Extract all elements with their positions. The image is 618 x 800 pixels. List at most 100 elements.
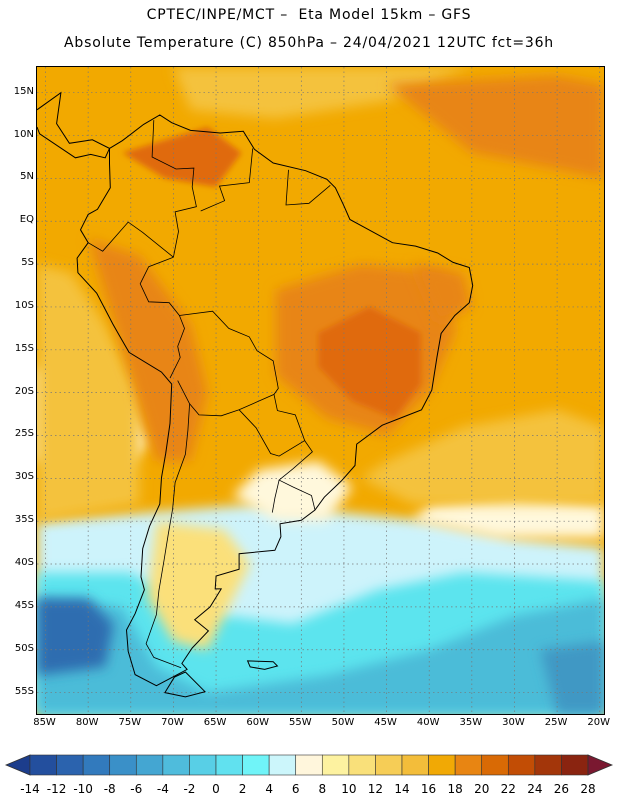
colorbar-tick-label: -14 [20, 782, 40, 796]
colorbar-tick-label: 6 [291, 782, 300, 796]
colorbar-segment [481, 754, 509, 776]
field-andes-warm [88, 238, 208, 462]
coastline-borders [37, 91, 474, 698]
colorbar-segment [82, 754, 111, 776]
country-border [238, 394, 306, 457]
lon-label: 35W [459, 717, 483, 728]
lon-label: 50W [331, 717, 355, 728]
lat-label: 35S [14, 514, 34, 526]
colorbar-segment [56, 754, 84, 776]
lon-label: 25W [544, 717, 568, 728]
field-ne-brazil-warm [412, 264, 472, 325]
colorbar-segment [268, 754, 297, 776]
colorbar-segment [401, 754, 429, 776]
field-north-mild [173, 67, 472, 119]
temperature-field [37, 67, 604, 714]
lat-label: 30S [14, 471, 34, 483]
field-east-pale [412, 495, 604, 539]
country-border [177, 310, 279, 417]
colorbar-segment [109, 754, 137, 776]
colorbar-segment [162, 754, 190, 776]
country-border [139, 256, 185, 379]
colorbar-tick-label: -10 [73, 782, 93, 796]
field-south-blue [37, 598, 604, 714]
colorbar-low-arrow [4, 754, 31, 776]
field-caribbean-warm [386, 75, 604, 179]
lat-label: 55S [14, 685, 34, 697]
colorbar-tick-label: 18 [447, 782, 463, 796]
colorbar-segment [534, 754, 562, 776]
colorbar [4, 754, 614, 776]
lat-label: 45S [14, 599, 34, 611]
colorbar-tick-label: 28 [580, 782, 596, 796]
colorbar-tick-label: 0 [212, 782, 220, 796]
colorbar-tick-label: -8 [103, 782, 116, 796]
temperature-map [36, 66, 605, 715]
lat-label: 50S [14, 642, 34, 654]
country-border [87, 221, 174, 258]
lat-label: EQ [19, 214, 34, 226]
colorbar-tick-label: 12 [367, 782, 384, 796]
lon-label: 60W [246, 717, 269, 728]
lat-label: 5S [21, 257, 34, 269]
colorbar-tick-label: 16 [420, 782, 437, 796]
country-border [151, 120, 197, 258]
map-subtitle: Absolute Temperature (C) 850hPa – 24/04/… [64, 35, 554, 51]
lon-label: 55W [289, 717, 312, 728]
colorbar-segment [561, 754, 589, 776]
lon-label: 40W [416, 717, 440, 728]
field-sw-dark [37, 598, 114, 676]
colorbar-tick-label: 26 [553, 782, 570, 796]
tierra-del-fuego-coastline [164, 671, 206, 698]
colorbar-segment [189, 754, 217, 776]
lat-label: 15S [14, 342, 34, 354]
lon-label: 30W [502, 717, 525, 728]
lon-label: 65W [203, 717, 227, 728]
colorbar-segment [135, 754, 164, 776]
colorbar-segment [295, 754, 323, 776]
colorbar-segment [428, 754, 456, 776]
colorbar-tick-label: -12 [46, 782, 67, 796]
lon-label: 85W [33, 717, 56, 728]
lon-label: 70W [161, 717, 184, 728]
lon-label: 75W [118, 717, 142, 728]
colorbar-tick-label: 20 [474, 782, 490, 796]
field-se-dark [540, 641, 604, 714]
lon-label: 80W [75, 717, 99, 728]
colorbar-segment [507, 754, 536, 776]
lat-label: 20S [14, 385, 34, 397]
map-title: CPTEC/INPE/MCT – Eta Model 15km – GFS [146, 7, 472, 23]
colorbar-segment [348, 754, 376, 776]
colorbar-segment [29, 754, 57, 776]
colorbar-segment [321, 754, 350, 776]
colorbar-tick-label: 24 [527, 782, 543, 796]
colorbar-segment [242, 754, 270, 776]
field-brazil-hot [318, 306, 421, 419]
colorbar-tick-label: 4 [265, 782, 273, 796]
field-pampas-pale [233, 461, 353, 522]
colorbar-tick-label: 8 [318, 782, 327, 796]
central-america-coastline [37, 91, 111, 159]
colorbar-segment [215, 754, 243, 776]
country-border [200, 148, 254, 212]
lat-label: 15N [13, 85, 34, 97]
country-border [271, 480, 280, 513]
lat-label: 25S [14, 428, 34, 440]
colorbar-tick-label: -2 [183, 782, 196, 796]
map-canvas [37, 67, 604, 714]
country-border [145, 403, 190, 669]
falklands-coastline [246, 660, 279, 670]
lat-label: 40S [14, 557, 34, 569]
continent-coastline [76, 114, 474, 687]
lat-label: 10S [14, 299, 34, 311]
colorbar-tick-label: 10 [341, 782, 357, 796]
country-border [285, 169, 331, 206]
colorbar-tick-label: -6 [130, 782, 143, 796]
field-pacific-mild [37, 264, 140, 522]
colorbar-segment [454, 754, 483, 776]
lon-label: 45W [374, 717, 397, 728]
colorbar-tick-label: 14 [394, 782, 410, 796]
lat-label: 10N [13, 128, 34, 140]
colorbar-high-arrow [587, 754, 614, 776]
lat-lon-grid [37, 67, 604, 714]
